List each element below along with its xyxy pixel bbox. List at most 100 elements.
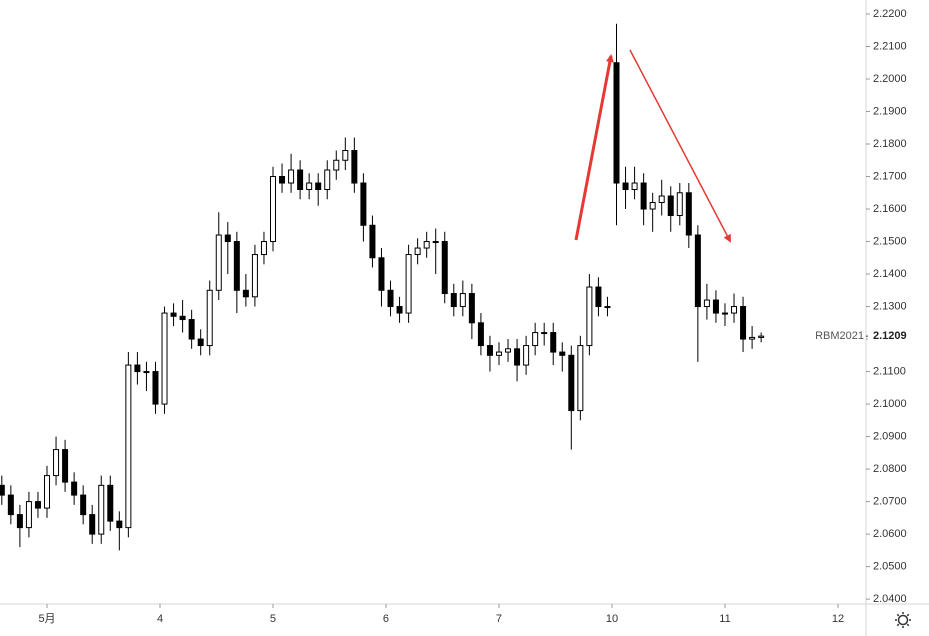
candle-body (649, 202, 656, 210)
y-tick-label: 2.2000 (873, 73, 907, 85)
candle-body (405, 254, 412, 314)
y-tick-label: 2.0800 (873, 463, 907, 475)
settings-icon[interactable] (895, 612, 911, 628)
candle-body (514, 348, 521, 366)
y-tick-label: 2.0900 (873, 430, 907, 442)
candle-body (233, 241, 240, 291)
x-tick-label: 7 (496, 613, 502, 625)
candle-body (342, 150, 349, 161)
candle-body (269, 176, 276, 243)
last-price-label: 2.1209 (873, 330, 907, 342)
candle-body (595, 286, 602, 308)
y-tick-label: 2.1400 (873, 268, 907, 280)
candle-body (387, 289, 394, 308)
candle-body (712, 299, 719, 314)
candle-body (559, 351, 566, 356)
candle-body (441, 241, 448, 295)
candle-body (676, 192, 683, 217)
candle-body (604, 306, 611, 309)
candle-body (667, 195, 674, 217)
candle-body (703, 299, 710, 308)
y-tick-label: 2.1700 (873, 170, 907, 182)
candle-body (622, 182, 629, 191)
candle-body (740, 306, 747, 340)
candle-body (197, 338, 204, 347)
candle-body (477, 322, 484, 347)
candle-body (98, 484, 105, 535)
candle-body (495, 351, 502, 356)
candle-body (71, 481, 78, 496)
series-name: RBM2021 (815, 330, 864, 342)
candle-body (586, 286, 593, 347)
candle-body (260, 241, 267, 256)
candle-body (658, 195, 665, 204)
x-tick-label: 5 (270, 613, 276, 625)
candle-body (459, 293, 466, 308)
candle-body (107, 484, 114, 522)
y-tick-label: 2.1500 (873, 235, 907, 247)
candle-body (170, 312, 177, 317)
y-tick-label: 2.1800 (873, 138, 907, 150)
x-tick-label: 5月 (38, 613, 55, 625)
candle-body (224, 234, 231, 243)
candles (0, 23, 765, 551)
candle-body (360, 182, 367, 226)
candle-body (288, 169, 295, 184)
x-tick-label: 12 (832, 613, 844, 625)
candle-body (486, 345, 493, 356)
candle-body (721, 312, 728, 315)
candle-body (62, 449, 69, 483)
candle-body (279, 176, 286, 184)
x-tick-label: 6 (383, 613, 389, 625)
y-tick-label: 2.0400 (873, 593, 907, 605)
y-tick-label: 2.2200 (873, 8, 907, 20)
candle-body (378, 257, 385, 291)
y-tick-label: 2.1300 (873, 300, 907, 312)
candle-body (125, 364, 132, 529)
candle-body (161, 312, 168, 405)
candle-body (577, 345, 584, 412)
candle-body (731, 306, 738, 314)
candle-body (640, 182, 647, 210)
x-tick-label: 10 (606, 613, 618, 625)
candle-body (694, 234, 701, 308)
candle-body (34, 501, 41, 509)
candle-body (80, 494, 87, 516)
y-tick-label: 2.1600 (873, 203, 907, 215)
candle-body (242, 289, 249, 298)
candle-body (315, 182, 322, 191)
candle-body (16, 514, 23, 529)
candle-body (414, 247, 421, 256)
candle-body (523, 345, 530, 366)
candle-body (333, 159, 340, 171)
candle-body (7, 494, 14, 516)
candle-body (25, 501, 32, 529)
candle-body (423, 241, 430, 249)
candle-body (44, 475, 51, 509)
y-tick-label: 2.0600 (873, 528, 907, 540)
annotation-arrow (629, 49, 731, 243)
last-price-bg (868, 328, 928, 345)
candle-body (432, 241, 439, 244)
candle-body (758, 335, 765, 338)
candle-body (541, 332, 548, 335)
y-tick-label: 2.1000 (873, 398, 907, 410)
y-tick-label: 2.0700 (873, 496, 907, 508)
candle-body (324, 169, 331, 191)
candle-body (568, 354, 575, 412)
candle-body (351, 150, 358, 184)
candle-body (550, 332, 557, 353)
candle-body (631, 182, 638, 191)
candle-body (450, 293, 457, 308)
y-tick-label: 2.1100 (873, 365, 906, 377)
candle-body (143, 371, 150, 374)
candle-body (685, 192, 692, 236)
x-tick-label: 11 (719, 613, 730, 625)
candle-body (613, 62, 620, 184)
y-tick-label: 2.0500 (873, 561, 907, 573)
candle-body (206, 289, 213, 347)
candle-body (505, 348, 512, 353)
candle-body (89, 514, 96, 535)
candle-body (749, 336, 756, 340)
